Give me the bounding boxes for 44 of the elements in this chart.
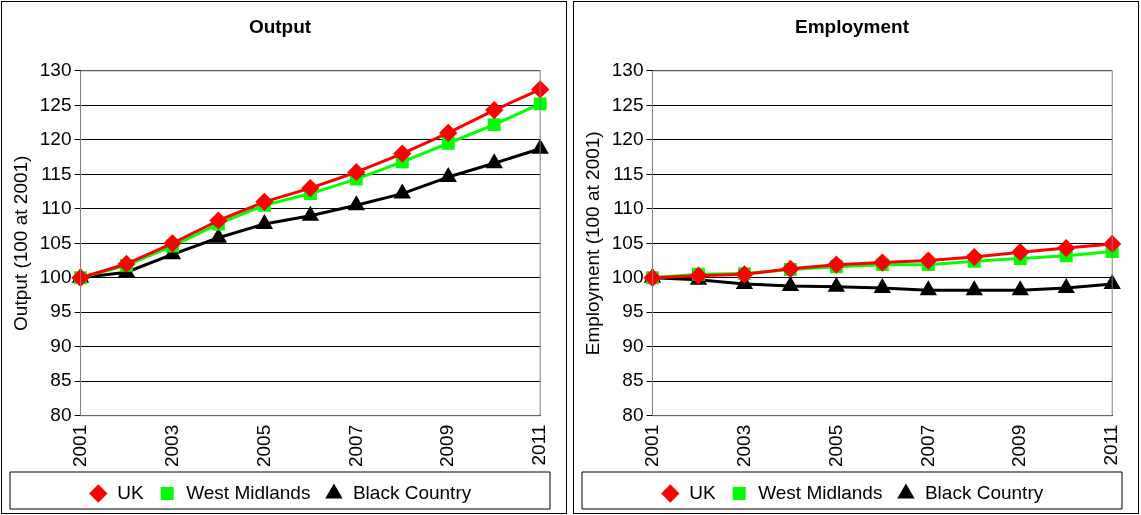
x-tick-label: 2005 xyxy=(824,424,846,468)
y-tick-label: 110 xyxy=(613,197,644,219)
y-tick-label: 120 xyxy=(611,128,644,150)
x-tick-label: 2001 xyxy=(68,424,90,468)
y-tick-label: 120 xyxy=(39,128,72,150)
x-tick-label: 2003 xyxy=(732,424,754,468)
x-tick-label: 2003 xyxy=(160,424,182,468)
legend-label: Black Country xyxy=(352,481,472,503)
y-tick-label: 100 xyxy=(611,265,644,287)
y-tick-label: 85 xyxy=(50,369,72,391)
y-tick-label: 95 xyxy=(50,300,72,322)
y-axis-title: Output (100 at 2001) xyxy=(9,155,31,331)
legend-label: UK xyxy=(117,481,145,503)
y-tick-label: 90 xyxy=(50,334,72,356)
y-tick-label: 80 xyxy=(622,403,644,425)
y-tick-label: 105 xyxy=(611,231,644,253)
y-tick-label: 110 xyxy=(41,197,72,219)
y-tick-label: 130 xyxy=(611,59,644,81)
x-tick-label: 2011 xyxy=(528,424,550,466)
x-tick-label: 2005 xyxy=(252,424,274,468)
y-tick-label: 85 xyxy=(622,369,644,391)
x-tick-label: 2007 xyxy=(344,424,366,468)
y-tick-label: 95 xyxy=(622,300,644,322)
y-tick-label: 115 xyxy=(41,162,72,184)
y-tick-label: 105 xyxy=(39,231,72,253)
chart-title: Output xyxy=(248,15,312,37)
legend-label: Black Country xyxy=(924,481,1044,503)
chart-title: Employment xyxy=(794,15,910,37)
legend-label: UK xyxy=(689,481,717,503)
y-tick-label: 125 xyxy=(611,93,644,115)
y-tick-label: 130 xyxy=(39,59,72,81)
y-axis-title: Employment (100 at 2001) xyxy=(581,131,603,356)
x-tick-label: 2009 xyxy=(1008,424,1030,468)
legend-label: West Midlands xyxy=(186,481,311,503)
x-tick-label: 2001 xyxy=(640,424,662,468)
y-tick-label: 115 xyxy=(613,162,644,184)
y-tick-label: 90 xyxy=(622,334,644,356)
x-tick-label: 2011 xyxy=(1100,424,1122,466)
x-tick-label: 2007 xyxy=(916,424,938,468)
y-tick-label: 80 xyxy=(50,403,72,425)
y-tick-label: 100 xyxy=(39,265,72,287)
legend-label: West Midlands xyxy=(758,481,883,503)
y-tick-label: 125 xyxy=(39,93,72,115)
x-tick-label: 2009 xyxy=(436,424,458,468)
